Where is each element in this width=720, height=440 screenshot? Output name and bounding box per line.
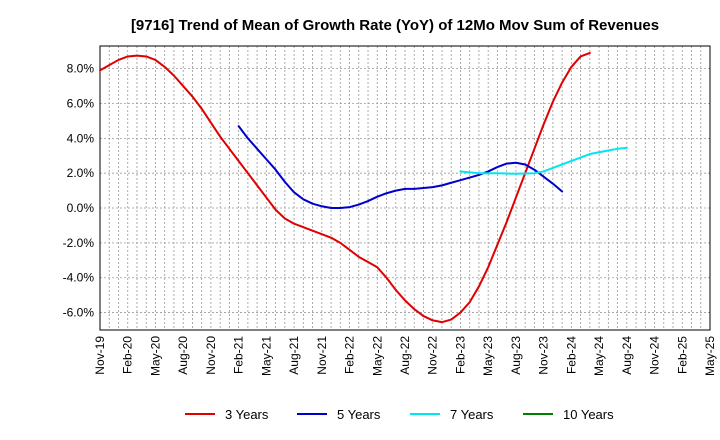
series-line-3-years: [99, 51, 591, 324]
y-tick-label: 6.0%: [67, 96, 95, 110]
legend-label: 7 Years: [450, 407, 494, 422]
x-tick-label: Feb-21: [232, 336, 246, 374]
x-tick-label: Feb-20: [121, 336, 135, 374]
y-tick-label: 4.0%: [67, 131, 95, 145]
x-tick-label: Aug-20: [176, 336, 190, 375]
x-tick-label: May-22: [370, 336, 384, 376]
legend-label: 5 Years: [337, 407, 381, 422]
x-tick-label: May-21: [259, 336, 273, 376]
x-tick-label: Nov-24: [648, 336, 662, 375]
y-tick-label: 8.0%: [67, 62, 95, 76]
x-tick-label: Aug-24: [620, 336, 634, 375]
y-axis: 8.0% 6.0% 4.0% 2.0% 0.0% -2.0% -4.0% -6.0%: [63, 62, 95, 320]
y-tick-label: 0.0%: [67, 201, 95, 215]
x-tick-label: Nov-23: [537, 336, 551, 375]
chart-title: [9716] Trend of Mean of Growth Rate (YoY…: [131, 17, 659, 34]
x-tick-label: May-23: [481, 336, 495, 376]
x-tick-label: Nov-22: [426, 336, 440, 375]
x-tick-label: May-20: [148, 336, 162, 376]
x-tick-label: Feb-23: [453, 336, 467, 374]
grid: [100, 46, 710, 330]
x-tick-label: May-24: [592, 336, 606, 376]
series-group: [99, 51, 628, 324]
x-axis: Nov-19 Feb-20 May-20 Aug-20 Nov-20 Feb-21 May-…: [93, 336, 717, 376]
y-tick-label: -4.0%: [63, 271, 95, 285]
x-tick-label: Feb-25: [675, 336, 689, 374]
y-tick-label: -6.0%: [63, 306, 95, 320]
y-tick-label: -2.0%: [63, 236, 95, 250]
x-tick-label: Aug-21: [287, 336, 301, 375]
x-tick-label: Feb-24: [564, 336, 578, 374]
x-tick-label: Nov-20: [204, 336, 218, 375]
x-tick-label: Nov-21: [315, 336, 329, 375]
x-tick-label: Feb-22: [343, 336, 357, 374]
x-tick-label: Nov-19: [93, 336, 107, 375]
legend-label: 3 Years: [225, 407, 269, 422]
x-tick-label: Aug-23: [509, 336, 523, 375]
plot-frame: [99, 45, 711, 331]
series-line-7-years: [459, 146, 628, 175]
series-line-5-years: [237, 125, 564, 210]
x-tick-label: May-25: [703, 336, 717, 376]
legend: 3 Years 5 Years 7 Years 10 Years: [185, 407, 614, 422]
legend-label: 10 Years: [563, 407, 614, 422]
x-tick-label: Aug-22: [398, 336, 412, 375]
y-tick-label: 2.0%: [67, 166, 95, 180]
